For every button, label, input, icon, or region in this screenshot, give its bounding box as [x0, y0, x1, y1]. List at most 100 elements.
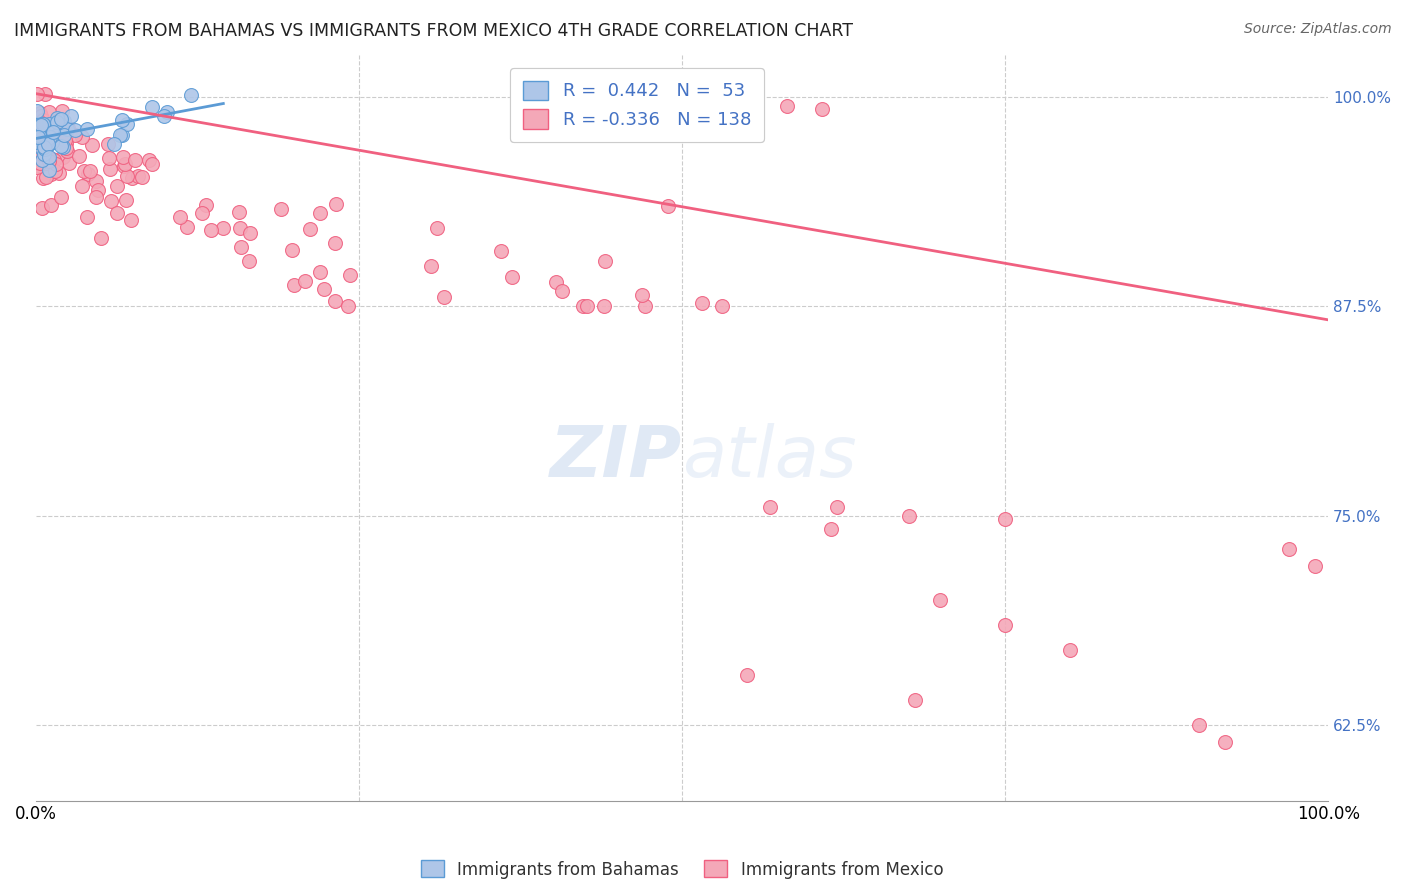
Point	[141, 100, 163, 114]
Point	[55, 141, 77, 155]
Point	[114, 157, 136, 171]
Point	[34, 142, 56, 156]
Legend: R =  0.442   N =  53, R = -0.336   N = 138: R = 0.442 N = 53, R = -0.336 N = 138	[510, 68, 763, 142]
Point	[73, 164, 96, 178]
Point	[309, 265, 332, 279]
Point	[28, 128, 51, 142]
Point	[86, 183, 108, 197]
Point	[34, 140, 56, 154]
Point	[994, 617, 1017, 632]
Point	[105, 179, 128, 194]
Point	[595, 253, 617, 268]
Point	[433, 290, 456, 304]
Point	[103, 137, 125, 152]
Point	[76, 121, 98, 136]
Point	[690, 295, 713, 310]
Point	[631, 288, 654, 302]
Point	[25, 154, 48, 169]
Point	[112, 160, 135, 174]
Point	[46, 117, 69, 131]
Point	[180, 88, 202, 103]
Point	[51, 103, 73, 118]
Point	[419, 259, 441, 273]
Point	[607, 104, 630, 119]
Point	[70, 129, 93, 144]
Point	[121, 171, 143, 186]
Point	[238, 254, 260, 268]
Point	[49, 112, 72, 127]
Point	[110, 128, 132, 143]
Point	[97, 137, 120, 152]
Point	[141, 157, 163, 171]
Point	[32, 145, 55, 159]
Point	[49, 139, 72, 153]
Point	[759, 500, 782, 515]
Point	[323, 236, 346, 251]
Point	[25, 153, 48, 167]
Point	[38, 116, 60, 130]
Point	[32, 147, 55, 161]
Point	[30, 118, 52, 132]
Point	[56, 145, 79, 159]
Point	[299, 222, 322, 236]
Point	[49, 189, 72, 203]
Point	[156, 105, 179, 120]
Point	[683, 96, 706, 111]
Point	[37, 133, 59, 147]
Point	[30, 120, 52, 135]
Point	[56, 121, 79, 136]
Point	[30, 119, 52, 133]
Point	[25, 158, 48, 172]
Point	[1059, 643, 1081, 657]
Point	[1188, 718, 1211, 732]
Point	[35, 156, 58, 170]
Point	[45, 114, 67, 128]
Point	[153, 109, 176, 123]
Text: atlas: atlas	[682, 423, 856, 492]
Point	[1213, 735, 1236, 749]
Point	[45, 115, 67, 129]
Point	[25, 160, 48, 174]
Point	[228, 220, 250, 235]
Point	[550, 284, 572, 298]
Point	[1278, 542, 1301, 557]
Point	[39, 129, 62, 144]
Point	[37, 138, 59, 153]
Point	[25, 136, 48, 150]
Point	[283, 277, 305, 292]
Point	[32, 117, 55, 131]
Point	[825, 500, 848, 515]
Point	[31, 201, 53, 215]
Point	[576, 300, 599, 314]
Point	[31, 170, 53, 185]
Point	[45, 157, 67, 171]
Point	[592, 300, 614, 314]
Point	[239, 227, 262, 241]
Point	[115, 194, 138, 208]
Point	[309, 206, 332, 220]
Point	[41, 135, 63, 149]
Point	[735, 668, 758, 682]
Point	[70, 178, 93, 193]
Point	[25, 104, 48, 119]
Point	[325, 197, 347, 211]
Point	[339, 268, 361, 282]
Point	[281, 244, 304, 258]
Point	[270, 202, 292, 217]
Text: IMMIGRANTS FROM BAHAMAS VS IMMIGRANTS FROM MEXICO 4TH GRADE CORRELATION CHART: IMMIGRANTS FROM BAHAMAS VS IMMIGRANTS FR…	[14, 22, 853, 40]
Point	[138, 153, 160, 168]
Point	[124, 153, 146, 168]
Point	[31, 147, 53, 161]
Point	[32, 130, 55, 145]
Point	[105, 206, 128, 220]
Point	[38, 153, 60, 168]
Point	[31, 113, 53, 128]
Text: Source: ZipAtlas.com: Source: ZipAtlas.com	[1244, 22, 1392, 37]
Point	[56, 121, 79, 136]
Point	[127, 169, 149, 183]
Point	[169, 211, 191, 225]
Point	[52, 150, 75, 164]
Point	[30, 106, 52, 120]
Point	[76, 210, 98, 224]
Point	[904, 693, 927, 707]
